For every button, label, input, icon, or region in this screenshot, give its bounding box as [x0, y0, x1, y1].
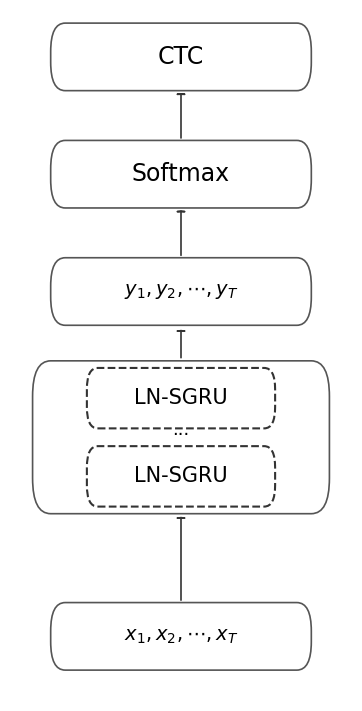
FancyBboxPatch shape	[51, 23, 311, 90]
FancyBboxPatch shape	[51, 258, 311, 326]
FancyBboxPatch shape	[33, 360, 329, 513]
FancyBboxPatch shape	[51, 603, 311, 670]
Text: LN-SGRU: LN-SGRU	[134, 466, 228, 486]
Text: LN-SGRU: LN-SGRU	[134, 388, 228, 408]
FancyBboxPatch shape	[51, 141, 311, 208]
Text: Softmax: Softmax	[132, 162, 230, 186]
FancyBboxPatch shape	[87, 447, 275, 506]
Text: $y_1, y_2, \cdots, y_T$: $y_1, y_2, \cdots, y_T$	[124, 282, 238, 301]
Text: $x_1, x_2, \cdots, x_T$: $x_1, x_2, \cdots, x_T$	[124, 627, 238, 646]
Text: CTC: CTC	[158, 45, 204, 69]
FancyBboxPatch shape	[87, 368, 275, 428]
Text: ···: ···	[172, 426, 190, 444]
